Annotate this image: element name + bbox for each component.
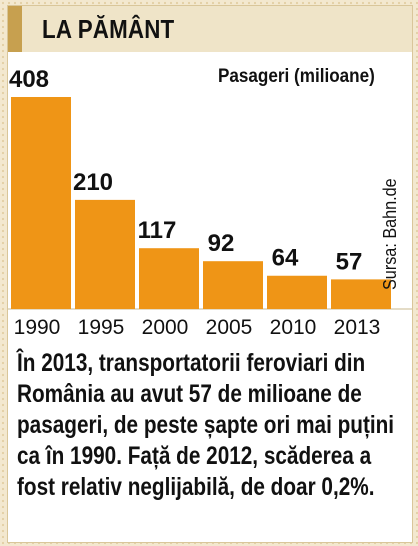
data-label-2013: 57 bbox=[336, 248, 363, 275]
tick-label-2010: 2010 bbox=[270, 316, 317, 339]
chart-card: LA PĂMÂNT Pasageri (milioane) 408 1990 210… bbox=[7, 5, 413, 543]
chart-title: LA PĂMÂNT bbox=[42, 14, 175, 44]
title-band: LA PĂMÂNT bbox=[8, 6, 412, 52]
source-note: Sursa: Bahn.de bbox=[380, 178, 400, 290]
tick-label-2013: 2013 bbox=[334, 316, 381, 339]
tick-label-2000: 2000 bbox=[142, 316, 189, 339]
data-label-1995: 210 bbox=[73, 169, 113, 196]
bar-chart: 408 1990 210 1995 117 2000 92 2005 64 2010 57 2013 bbox=[8, 66, 412, 339]
tick-label-1995: 1995 bbox=[78, 316, 125, 339]
data-label-2005: 92 bbox=[208, 230, 235, 257]
title-tag bbox=[8, 6, 22, 52]
y-axis-label: Pasageri (milioane) bbox=[218, 66, 375, 87]
data-label-1990: 408 bbox=[9, 66, 49, 93]
summary-text: În 2013, transportatorii feroviari din R… bbox=[17, 349, 395, 501]
bar-2013 bbox=[331, 279, 391, 309]
tick-label-1990: 1990 bbox=[14, 316, 61, 339]
bar-1995 bbox=[75, 199, 135, 309]
data-label-2000: 117 bbox=[138, 217, 177, 244]
bar-2000 bbox=[139, 248, 199, 309]
bar-2005 bbox=[203, 261, 263, 309]
tick-label-2005: 2005 bbox=[206, 316, 253, 339]
bar-1990 bbox=[11, 97, 71, 309]
data-label-2010: 64 bbox=[272, 245, 299, 272]
bar-2010 bbox=[267, 275, 327, 309]
